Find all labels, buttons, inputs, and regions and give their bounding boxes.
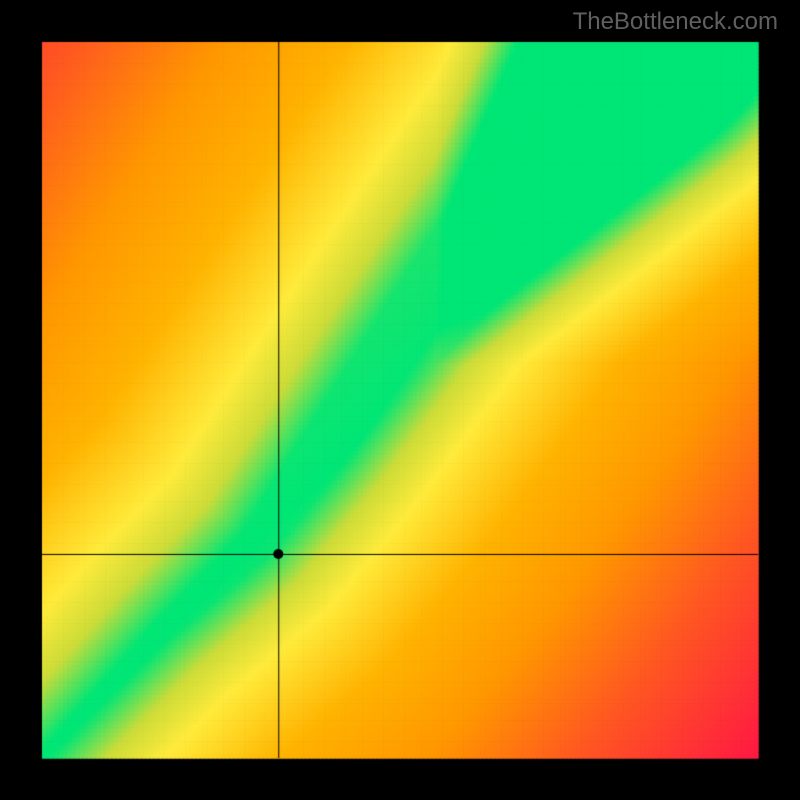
watermark-text: TheBottleneck.com [573,8,778,36]
bottleneck-heatmap [0,0,800,800]
